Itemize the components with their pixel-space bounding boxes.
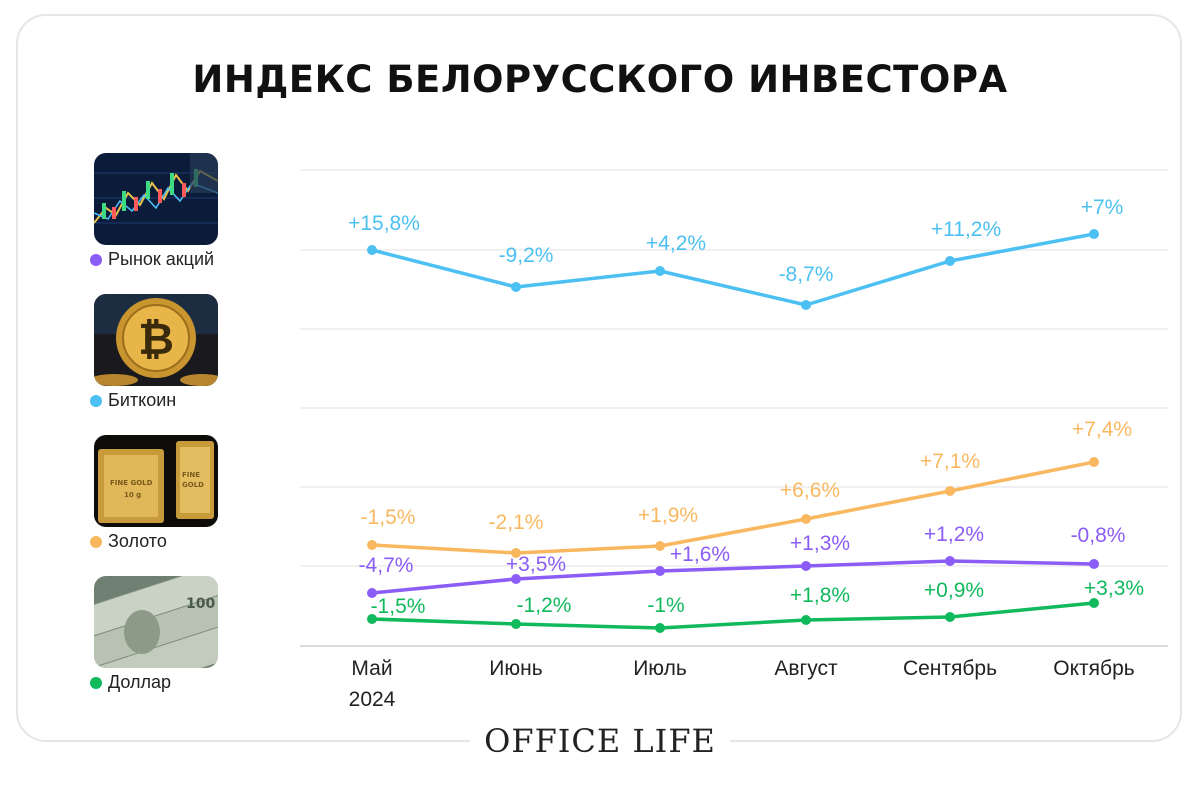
- data-label: +4,2%: [646, 232, 706, 255]
- brand-footer: OFFICE LIFE: [0, 722, 1200, 760]
- data-label: +1,6%: [670, 543, 730, 566]
- chart-grid: [300, 169, 1168, 647]
- data-point: [801, 300, 811, 310]
- data-label: -1,5%: [361, 506, 416, 529]
- legend-label-dollar: Доллар: [108, 672, 172, 692]
- series-line-3: [370, 601, 1096, 630]
- data-label: +7,4%: [1072, 418, 1132, 441]
- data-point: [945, 486, 955, 496]
- data-label: -8,7%: [779, 263, 834, 286]
- legend-dot-gold: [90, 536, 102, 548]
- x-axis-labels: Май 2024 Июнь Июль Август Сентябрь Октябрь: [349, 657, 1135, 711]
- data-label: +0,9%: [924, 579, 984, 602]
- legend-label-gold: Золото: [108, 531, 167, 551]
- data-point: [801, 561, 811, 571]
- bitcoin-coin-image: ₿: [94, 294, 218, 386]
- chart-series: +15,8% -9,2% +4,2% -8,7% +11,2% +7% -1,5% -2,1%…: [348, 196, 1144, 633]
- data-point: [655, 266, 665, 276]
- data-label: +1,9%: [638, 504, 698, 527]
- data-point: [1089, 457, 1099, 467]
- data-point: [367, 588, 377, 598]
- brand-logo: OFFICE LIFE: [470, 722, 730, 760]
- data-label: +3,3%: [1084, 577, 1144, 600]
- data-point: [1089, 598, 1099, 608]
- legend-dot-dollar: [90, 677, 102, 689]
- data-label: +1,2%: [924, 523, 984, 546]
- data-label: -4,7%: [359, 554, 414, 577]
- data-point: [367, 540, 377, 550]
- data-point: [945, 556, 955, 566]
- chart-title: ИНДЕКС БЕЛОРУССКОГО ИНВЕСТОРА: [192, 58, 1008, 101]
- data-label: -1,5%: [371, 595, 426, 618]
- data-point: [655, 541, 665, 551]
- data-point: [655, 623, 665, 633]
- data-point: [1089, 229, 1099, 239]
- series-line-1: [370, 460, 1096, 555]
- svg-text:FINE GOLD: FINE GOLD: [110, 479, 153, 487]
- data-point: [801, 514, 811, 524]
- x-tick-label: Октябрь: [1053, 657, 1134, 680]
- series-line-0: [370, 232, 1096, 307]
- data-point: [511, 282, 521, 292]
- x-tick-label: Сентябрь: [903, 657, 997, 680]
- data-label: -1,2%: [517, 594, 572, 617]
- data-label: +15,8%: [348, 212, 420, 235]
- legend-label-stocks: Рынок акций: [108, 249, 215, 269]
- data-point: [1089, 559, 1099, 569]
- x-tick-label: Июль: [633, 657, 687, 680]
- x-tick-label: Июнь: [489, 657, 542, 680]
- data-point: [511, 548, 521, 558]
- data-point: [511, 619, 521, 629]
- x-tick-label: Август: [774, 657, 838, 680]
- data-label: -0,8%: [1071, 524, 1126, 547]
- data-label: +1,3%: [790, 532, 850, 555]
- data-label: +6,6%: [780, 479, 840, 502]
- data-point: [367, 614, 377, 624]
- x-tick-label: Май 2024: [349, 657, 396, 711]
- svg-text:₿: ₿: [138, 314, 174, 365]
- data-label: +11,2%: [931, 218, 1001, 241]
- data-point: [945, 612, 955, 622]
- data-label: +7%: [1081, 196, 1124, 219]
- legend-dot-bitcoin: [90, 395, 102, 407]
- data-point: [945, 256, 955, 266]
- data-point: [655, 566, 665, 576]
- data-point: [801, 615, 811, 625]
- dollar-bills-image: 100: [94, 576, 218, 668]
- stock-chart-image: [94, 153, 218, 245]
- data-label: -2,1%: [489, 511, 544, 534]
- data-point: [511, 574, 521, 584]
- svg-text:GOLD: GOLD: [182, 481, 204, 489]
- data-label: -9,2%: [499, 244, 554, 267]
- legend-label-bitcoin: Биткоин: [108, 390, 177, 410]
- svg-text:100: 100: [186, 596, 215, 612]
- svg-text:10 g: 10 g: [124, 491, 141, 499]
- data-label: +3,5%: [506, 553, 566, 576]
- svg-text:FINE: FINE: [182, 471, 200, 479]
- data-point: [367, 245, 377, 255]
- data-label: -1%: [647, 594, 684, 617]
- data-label: +7,1%: [920, 450, 980, 473]
- gold-bars-image: FINE GOLD 10 g FINE GOLD: [94, 435, 218, 527]
- data-label: +1,8%: [790, 584, 850, 607]
- legend-dot-stocks: [90, 254, 102, 266]
- series-line-2: [370, 559, 1096, 595]
